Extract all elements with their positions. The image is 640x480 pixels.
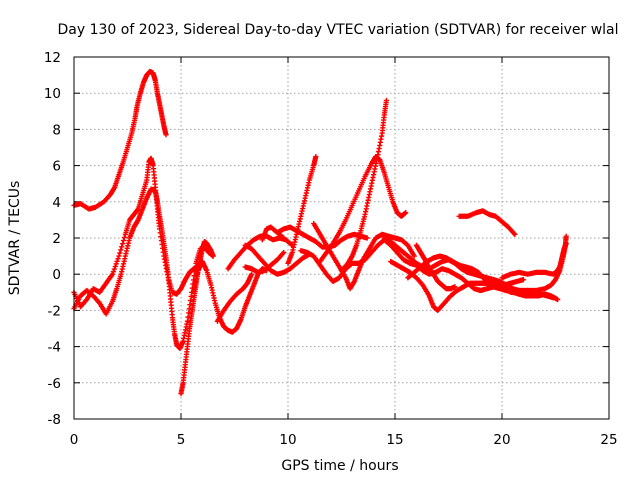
data-series — [71, 68, 569, 397]
data-point — [383, 97, 390, 104]
series-track-24 — [507, 233, 569, 295]
data-point — [119, 244, 125, 250]
x-tick-label: 0 — [70, 432, 79, 448]
y-tick-label: 6 — [52, 159, 61, 175]
data-point — [452, 284, 458, 290]
y-tick-label: 4 — [52, 195, 61, 211]
series-track-16 — [317, 153, 409, 265]
y-tick-label: -6 — [48, 376, 61, 392]
x-tick-label: 25 — [600, 432, 617, 448]
data-point — [411, 253, 417, 259]
series-track-1 — [71, 68, 169, 212]
data-point — [281, 235, 287, 241]
series-track-14 — [311, 220, 417, 292]
series-track-22 — [456, 208, 518, 237]
y-tick-label: -8 — [48, 412, 61, 428]
data-point — [115, 256, 121, 262]
data-point — [118, 247, 124, 253]
plot-frame — [73, 56, 610, 420]
tick-labels: 0 5 10 15 20 25 -8 -6 -4 -2 0 2 4 6 8 10 12 — [44, 50, 618, 448]
data-point — [113, 261, 119, 267]
data-point — [249, 271, 255, 277]
data-point — [403, 210, 409, 216]
series-track-6 — [214, 271, 255, 324]
data-point — [120, 241, 126, 247]
data-point — [116, 253, 122, 259]
series-track-12 — [285, 153, 319, 266]
y-tick-label: -2 — [48, 303, 61, 319]
x-tick-label: 20 — [493, 432, 510, 448]
y-tick-label: 0 — [52, 267, 61, 283]
y-axis-label: SDTVAR / TECUs — [7, 181, 23, 296]
data-point — [555, 296, 561, 303]
data-point — [121, 234, 128, 241]
x-axis-label: GPS time / hours — [281, 458, 398, 474]
data-point — [120, 237, 127, 244]
data-point — [112, 263, 118, 270]
data-point — [111, 266, 117, 272]
series-track-15 — [338, 97, 390, 274]
y-tick-label: 8 — [52, 122, 61, 138]
data-point — [520, 277, 526, 283]
data-point — [364, 235, 370, 241]
data-point — [163, 132, 169, 138]
data-point — [109, 271, 116, 277]
data-point — [117, 250, 123, 256]
x-tick-label: 15 — [386, 432, 403, 448]
series-track-10 — [259, 224, 287, 243]
chart-title: Day 130 of 2023, Sidereal Day-to-day VTE… — [57, 22, 618, 38]
data-point — [563, 233, 569, 239]
y-tick-label: 12 — [44, 50, 61, 66]
x-tick-label: 10 — [279, 432, 296, 448]
data-point — [280, 234, 286, 240]
series-track-2 — [71, 155, 201, 310]
data-point — [110, 269, 117, 275]
data-point — [281, 249, 287, 256]
series-track-21 — [413, 242, 458, 292]
data-point — [512, 231, 518, 237]
x-tick-label: 5 — [177, 432, 186, 448]
data-point — [210, 253, 216, 259]
series-track-9 — [242, 249, 287, 275]
y-tick-label: -4 — [48, 340, 61, 356]
y-tick-label: 2 — [52, 231, 61, 247]
y-tick-label: 10 — [44, 86, 61, 102]
data-point — [313, 153, 319, 160]
data-point — [114, 258, 120, 264]
